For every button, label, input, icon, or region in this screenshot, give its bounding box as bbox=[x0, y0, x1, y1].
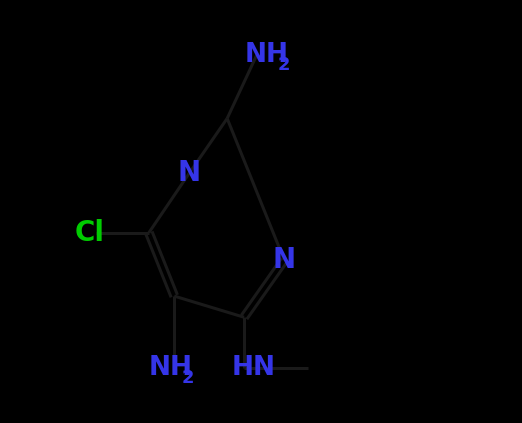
Text: Cl: Cl bbox=[75, 219, 105, 247]
Text: N: N bbox=[177, 159, 200, 187]
Text: HN: HN bbox=[231, 355, 276, 381]
Text: N: N bbox=[272, 246, 296, 274]
Text: 2: 2 bbox=[182, 369, 194, 387]
Text: NH: NH bbox=[245, 42, 289, 68]
Text: NH: NH bbox=[149, 355, 193, 381]
Text: 2: 2 bbox=[278, 56, 290, 74]
